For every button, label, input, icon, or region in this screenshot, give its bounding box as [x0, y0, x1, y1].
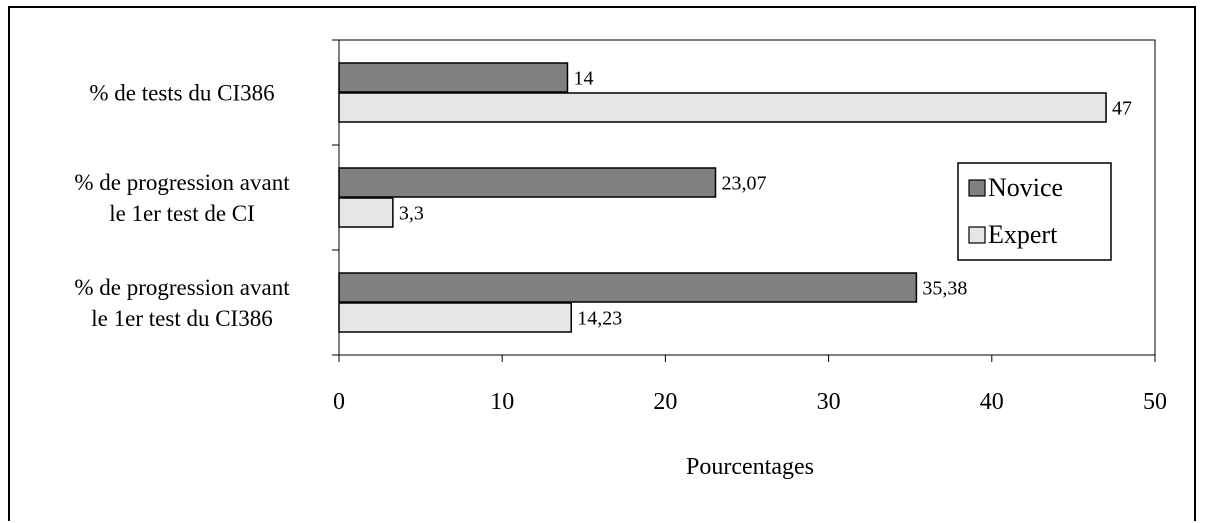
bar-expert	[338, 197, 394, 228]
category-label: % de progression avant	[74, 170, 290, 195]
bar-expert	[338, 302, 572, 333]
bar-expert	[338, 92, 1107, 123]
x-tick-label: 30	[817, 389, 841, 415]
x-tick-label: 0	[333, 389, 345, 415]
bar-novice	[338, 167, 717, 198]
legend-label-novice: Novice	[988, 173, 1063, 202]
category-label: le 1er test du CI386	[91, 306, 272, 331]
x-tick-label: 10	[490, 389, 514, 415]
chart-frame	[8, 6, 1196, 521]
legend-swatch-novice	[968, 179, 986, 197]
data-label: 14,23	[577, 308, 622, 330]
data-label: 3,3	[399, 203, 424, 225]
bar-novice	[338, 272, 918, 303]
legend-label-expert: Expert	[988, 220, 1058, 249]
legend-swatch-expert	[968, 226, 986, 244]
data-label: 35,38	[922, 278, 967, 300]
category-label: % de tests du CI386	[89, 81, 274, 106]
data-label: 23,07	[722, 173, 767, 195]
data-label: 14	[573, 68, 593, 90]
x-tick-label: 40	[980, 389, 1004, 415]
x-tick-label: 50	[1143, 389, 1167, 415]
bar-novice	[338, 62, 569, 93]
data-label: 47	[1112, 98, 1132, 120]
x-axis-title: Pourcentages	[686, 454, 814, 480]
category-label: le 1er test de CI	[109, 201, 255, 226]
x-tick-label: 20	[653, 389, 677, 415]
category-label: % de progression avant	[74, 275, 290, 300]
legend	[957, 162, 1112, 261]
